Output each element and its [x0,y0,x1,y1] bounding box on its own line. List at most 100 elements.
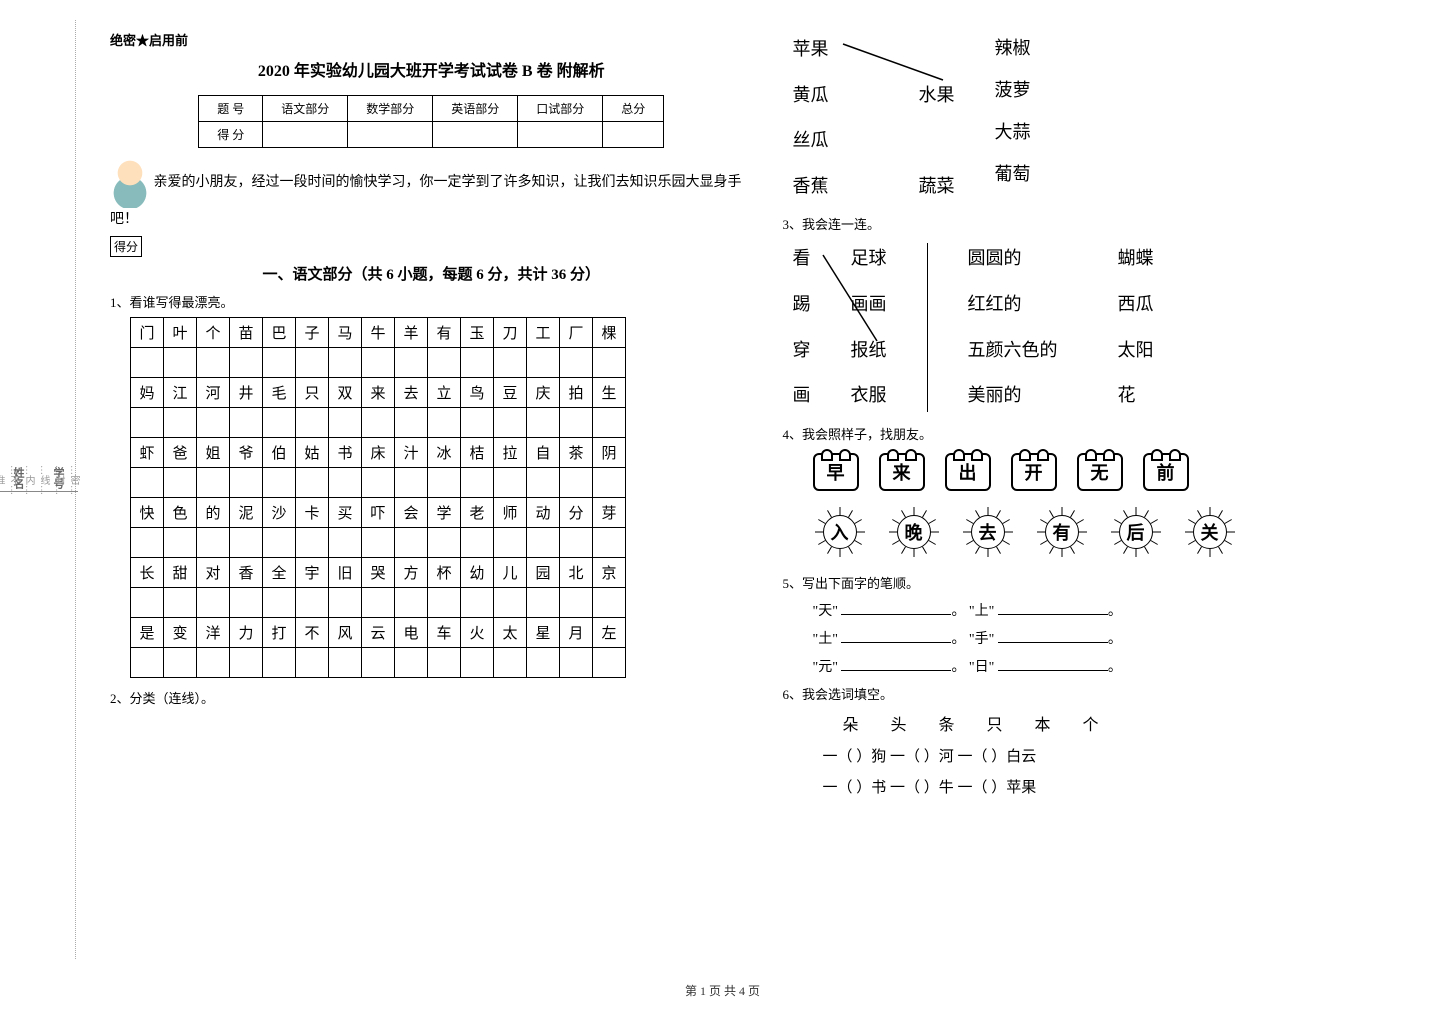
stroke-line: "土" 。 "手" 。 [813,628,1426,648]
char-cell: 巴 [263,317,296,347]
char-cell: 双 [329,377,362,407]
char-cell: 毛 [263,377,296,407]
classify-item: 菠萝 [995,72,1031,108]
char-cell: 河 [197,377,230,407]
match-divider [927,243,928,411]
char-cell: 变 [164,617,197,647]
match-item: 红红的 [968,285,1058,325]
match1-block: 看踢穿画 足球画画报纸衣服 [793,239,887,415]
fill-row: 一（ ）书 一（ ）牛 一（ ）苹果 [823,776,1426,797]
char-cell: 老 [461,497,494,527]
char-cell: 泥 [230,497,263,527]
match-item: 看 [793,239,811,279]
friend-sun: 有 [1035,505,1089,559]
char-cell: 力 [230,617,263,647]
char-cell: 立 [428,377,461,407]
friend-sun: 后 [1109,505,1163,559]
char-cell: 卡 [296,497,329,527]
match-item: 蝴蝶 [1118,239,1154,279]
char-cell: 幼 [461,557,494,587]
score-header: 总分 [603,96,664,122]
score-header: 口试部分 [518,96,603,122]
char-cell: 汁 [395,437,428,467]
score-table: 题 号语文部分数学部分英语部分口试部分总分 得 分 [198,95,664,148]
friend-box: 早 [813,453,859,491]
match-item: 衣服 [851,376,887,416]
char-cell: 旧 [329,557,362,587]
classify-item: 苹果 [793,30,829,70]
char-cell: 生 [593,377,626,407]
char-cell: 宇 [296,557,329,587]
char-cell: 快 [131,497,164,527]
char-cell: 玉 [461,317,494,347]
char-cell: 车 [428,617,461,647]
page-footer: 第 1 页 共 4 页 [0,982,1445,999]
char-cell: 全 [263,557,296,587]
char-cell: 吓 [362,497,395,527]
char-cell: 叶 [164,317,197,347]
friend-sun: 关 [1183,505,1237,559]
char-cell: 工 [527,317,560,347]
fill-block: 一（ ）狗 一（ ）河 一（ ）白云一（ ）书 一（ ）牛 一（ ）苹果 [783,745,1426,797]
q5-label: 5、写出下面字的笔顺。 [783,573,1426,592]
classify-item: 蔬菜 [919,167,955,207]
char-cell: 香 [230,557,263,587]
match2-block: 圆圆的红红的五颜六色的美丽的 蝴蝶西瓜太阳花 [968,239,1154,415]
char-cell: 牛 [362,317,395,347]
char-cell: 江 [164,377,197,407]
char-cell: 来 [362,377,395,407]
char-cell: 电 [395,617,428,647]
character-grid: 门叶个苗巴子马牛羊有玉刀工厂棵妈江河井毛只双来去立鸟豆庆拍生虾爸姐爷伯姑书床汁冰… [130,317,626,678]
classify-item: 葡萄 [995,156,1031,192]
friends-top-row: 早来出开无前 [813,453,1426,491]
strokes-block: "天" 。 "上" 。"土" 。 "手" 。"元" 。 "日" 。 [783,600,1426,676]
char-cell: 虾 [131,437,164,467]
right-column: 苹果黄瓜丝瓜香蕉 水果 蔬菜 辣椒菠萝大蒜葡萄 3、我会连一连。 看踢穿画 足球… [783,30,1426,959]
classify-item: 水果 [919,76,955,116]
q1-label: 1、看谁写得最漂亮。 [110,292,753,311]
char-cell: 伯 [263,437,296,467]
char-cell: 沙 [263,497,296,527]
char-cell: 对 [197,557,230,587]
char-cell: 方 [395,557,428,587]
score-header: 英语部分 [433,96,518,122]
char-cell: 学 [428,497,461,527]
q6-label: 6、我会选词填空。 [783,684,1426,703]
char-cell: 姐 [197,437,230,467]
char-cell: 买 [329,497,362,527]
char-cell: 的 [197,497,230,527]
classify-item: 辣椒 [995,30,1031,66]
char-cell: 自 [527,437,560,467]
score-header: 语文部分 [263,96,348,122]
char-cell: 儿 [494,557,527,587]
char-cell: 桔 [461,437,494,467]
char-cell: 门 [131,317,164,347]
score-row-label: 得 分 [199,122,263,148]
char-cell: 动 [527,497,560,527]
char-cell: 姑 [296,437,329,467]
dotted-fold-labels: …密……封……线……内……不……准……答……题… [67,0,81,959]
intro-text: 亲爱的小朋友，经过一段时间的愉快学习，你一定学到了许多知识，让我们去知识乐园大显… [110,175,742,227]
fill-row: 一（ ）狗 一（ ）河 一（ ）白云 [823,745,1426,766]
char-cell: 爸 [164,437,197,467]
friend-box: 开 [1011,453,1057,491]
char-cell: 师 [494,497,527,527]
match-item: 踢 [793,285,811,325]
char-cell: 京 [593,557,626,587]
match-item: 画画 [851,285,887,325]
q3-label: 3、我会连一连。 [783,214,1426,233]
char-cell: 园 [527,557,560,587]
friend-sun: 晚 [887,505,941,559]
char-cell: 棵 [593,317,626,347]
char-cell: 杯 [428,557,461,587]
match-item: 花 [1118,376,1154,416]
match-item: 画 [793,376,811,416]
char-cell: 只 [296,377,329,407]
friend-sun: 入 [813,505,867,559]
q2-label: 2、分类（连线）。 [110,688,753,707]
char-cell: 豆 [494,377,527,407]
left-column: 绝密★启用前 2020 年实验幼儿园大班开学考试试卷 B 卷 附解析 题 号语文… [110,30,753,959]
friend-box: 前 [1143,453,1189,491]
intro-block: 亲爱的小朋友，经过一段时间的愉快学习，你一定学到了许多知识，让我们去知识乐园大显… [110,158,753,232]
char-cell: 洋 [197,617,230,647]
